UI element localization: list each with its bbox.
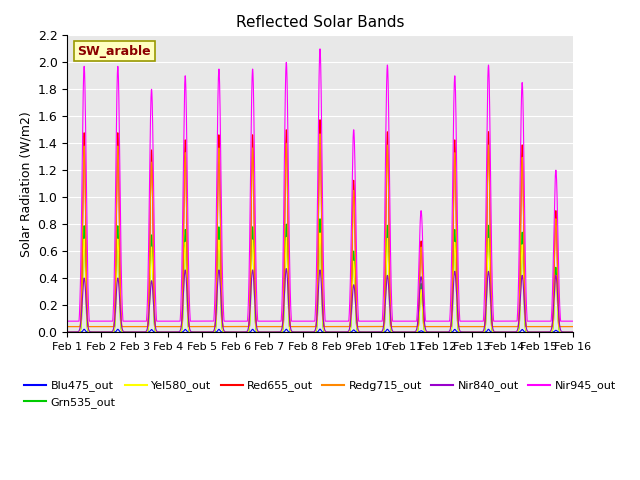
Nir945_out <box>390 318 397 324</box>
Blu475_out <box>461 329 469 335</box>
Redg715_out <box>253 322 260 328</box>
Nir840_out <box>461 329 469 335</box>
Nir945_out <box>63 318 71 324</box>
Redg715_out <box>63 324 71 329</box>
Yel580_out <box>567 329 575 335</box>
Red655_out <box>461 324 469 329</box>
Line: Nir945_out: Nir945_out <box>67 49 573 321</box>
Red655_out <box>569 324 577 329</box>
Grn535_out <box>253 328 260 334</box>
Blu475_out <box>390 329 397 335</box>
Blu475_out <box>567 329 575 335</box>
Blu475_out <box>172 329 179 335</box>
Nir840_out <box>567 329 575 335</box>
Grn535_out <box>567 329 575 335</box>
Title: Reflected Solar Bands: Reflected Solar Bands <box>236 15 404 30</box>
Blu475_out <box>166 329 174 335</box>
Yel580_out <box>569 329 577 335</box>
Yel580_out <box>63 329 71 335</box>
Grn535_out <box>390 329 397 335</box>
Yel580_out <box>253 328 260 334</box>
Nir945_out <box>316 46 324 52</box>
Nir840_out <box>253 323 260 328</box>
Nir945_out <box>166 318 174 324</box>
Y-axis label: Solar Radiation (W/m2): Solar Radiation (W/m2) <box>19 111 32 256</box>
Grn535_out <box>172 329 179 335</box>
Nir840_out <box>166 329 174 335</box>
Nir840_out <box>569 329 577 335</box>
Nir945_out <box>461 318 469 324</box>
Yel580_out <box>172 329 179 335</box>
Grn535_out <box>63 329 71 335</box>
Grn535_out <box>316 216 324 222</box>
Redg715_out <box>172 324 179 329</box>
Blu475_out <box>253 329 260 335</box>
Red655_out <box>166 324 174 329</box>
Nir840_out <box>63 329 71 335</box>
Yel580_out <box>166 329 174 335</box>
Redg715_out <box>390 324 397 329</box>
Line: Red655_out: Red655_out <box>67 120 573 326</box>
Line: Yel580_out: Yel580_out <box>67 233 573 332</box>
Line: Nir840_out: Nir840_out <box>67 269 573 332</box>
Blu475_out <box>63 329 71 335</box>
Red655_out <box>316 117 324 122</box>
Red655_out <box>567 324 575 329</box>
Redg715_out <box>569 324 577 329</box>
Yel580_out <box>316 230 324 236</box>
Red655_out <box>172 324 179 329</box>
Grn535_out <box>569 329 577 335</box>
Line: Blu475_out: Blu475_out <box>67 329 573 332</box>
Text: SW_arable: SW_arable <box>77 45 151 58</box>
Yel580_out <box>390 329 397 335</box>
Nir945_out <box>569 318 577 324</box>
Blu475_out <box>569 329 577 335</box>
Grn535_out <box>166 329 174 335</box>
Redg715_out <box>567 324 575 329</box>
Yel580_out <box>461 329 469 335</box>
Redg715_out <box>316 131 324 137</box>
Nir945_out <box>253 287 260 293</box>
Red655_out <box>63 324 71 329</box>
Nir840_out <box>172 329 179 335</box>
Red655_out <box>253 324 260 329</box>
Line: Grn535_out: Grn535_out <box>67 219 573 332</box>
Nir945_out <box>567 318 575 324</box>
Line: Redg715_out: Redg715_out <box>67 134 573 326</box>
Redg715_out <box>166 324 174 329</box>
Nir945_out <box>172 318 179 324</box>
Blu475_out <box>316 326 324 332</box>
Nir840_out <box>390 329 397 335</box>
Redg715_out <box>461 324 469 329</box>
Grn535_out <box>461 329 469 335</box>
Red655_out <box>390 324 397 329</box>
Nir840_out <box>282 266 290 272</box>
Legend: Blu475_out, Grn535_out, Yel580_out, Red655_out, Redg715_out, Nir840_out, Nir945_: Blu475_out, Grn535_out, Yel580_out, Red6… <box>20 376 620 412</box>
